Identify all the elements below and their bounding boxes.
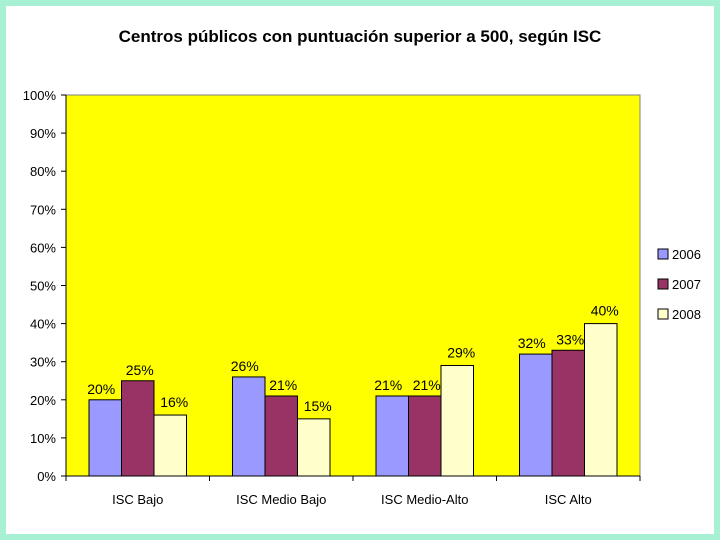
category-label: ISC Medio Bajo — [236, 492, 326, 507]
legend-label: 2008 — [672, 307, 701, 322]
data-label: 29% — [447, 345, 475, 361]
data-label: 32% — [518, 335, 546, 351]
category-label: ISC Alto — [545, 492, 592, 507]
chart-title: Centros públicos con puntuación superior… — [119, 27, 602, 46]
data-label: 21% — [269, 377, 297, 393]
bar-2006-2 — [232, 376, 266, 477]
y-tick-label: 100% — [23, 88, 57, 103]
x-axis: ISC Bajo ISC Medio Bajo ISC Medio-Alto ISC … — [65, 475, 641, 507]
y-tick-label: 40% — [30, 317, 56, 332]
chart-frame: Centros públicos con puntuación superior… — [6, 6, 714, 534]
y-axis: 0% 10% 20% 30% 40% 50% 60% 70% 80% 90% 100% — [23, 88, 67, 484]
y-tick-label: 0% — [37, 469, 56, 484]
legend-swatch-2006 — [657, 248, 669, 260]
category-label: ISC Bajo — [112, 492, 163, 507]
y-tick-label: 90% — [30, 126, 56, 141]
bar-2006-4 — [519, 353, 553, 477]
y-tick-label: 20% — [30, 393, 56, 408]
bar-2007-4 — [551, 349, 585, 477]
data-label: 33% — [556, 331, 584, 347]
data-label: 15% — [304, 398, 332, 414]
bar-2008-2 — [297, 418, 331, 477]
bar-2008-3 — [440, 365, 474, 477]
data-label: 26% — [231, 358, 259, 374]
bar-2006-3 — [375, 395, 409, 477]
bar-2007-2 — [264, 395, 298, 477]
bar-chart: Centros públicos con puntuación superior… — [23, 27, 701, 507]
y-tick-label: 10% — [30, 431, 56, 446]
bar-2007-3 — [408, 395, 442, 477]
data-labels: 20% 25% 16% 26% 21% 15% 21% 21% 29% 32% 33% 40% — [87, 303, 619, 414]
bar-2008-4 — [584, 323, 618, 477]
data-label: 16% — [160, 394, 188, 410]
y-tick-label: 80% — [30, 164, 56, 179]
legend-label: 2007 — [672, 277, 701, 292]
y-tick-label: 50% — [30, 279, 56, 294]
legend-swatch-2008 — [657, 308, 669, 320]
bar-2008-1 — [153, 414, 187, 477]
legend: 2006 2007 2008 — [657, 247, 701, 322]
data-label: 21% — [374, 377, 402, 393]
data-label: 20% — [87, 381, 115, 397]
y-tick-label: 60% — [30, 240, 56, 255]
data-label: 21% — [413, 377, 441, 393]
legend-label: 2006 — [672, 247, 701, 262]
category-label: ISC Medio-Alto — [381, 492, 468, 507]
legend-swatch-2007 — [657, 278, 669, 290]
data-label: 25% — [126, 362, 154, 378]
y-tick-label: 70% — [30, 202, 56, 217]
bar-2007-1 — [121, 380, 155, 477]
data-label: 40% — [591, 303, 619, 319]
bar-2006-1 — [88, 399, 122, 477]
bars — [88, 323, 618, 477]
y-tick-label: 30% — [30, 355, 56, 370]
